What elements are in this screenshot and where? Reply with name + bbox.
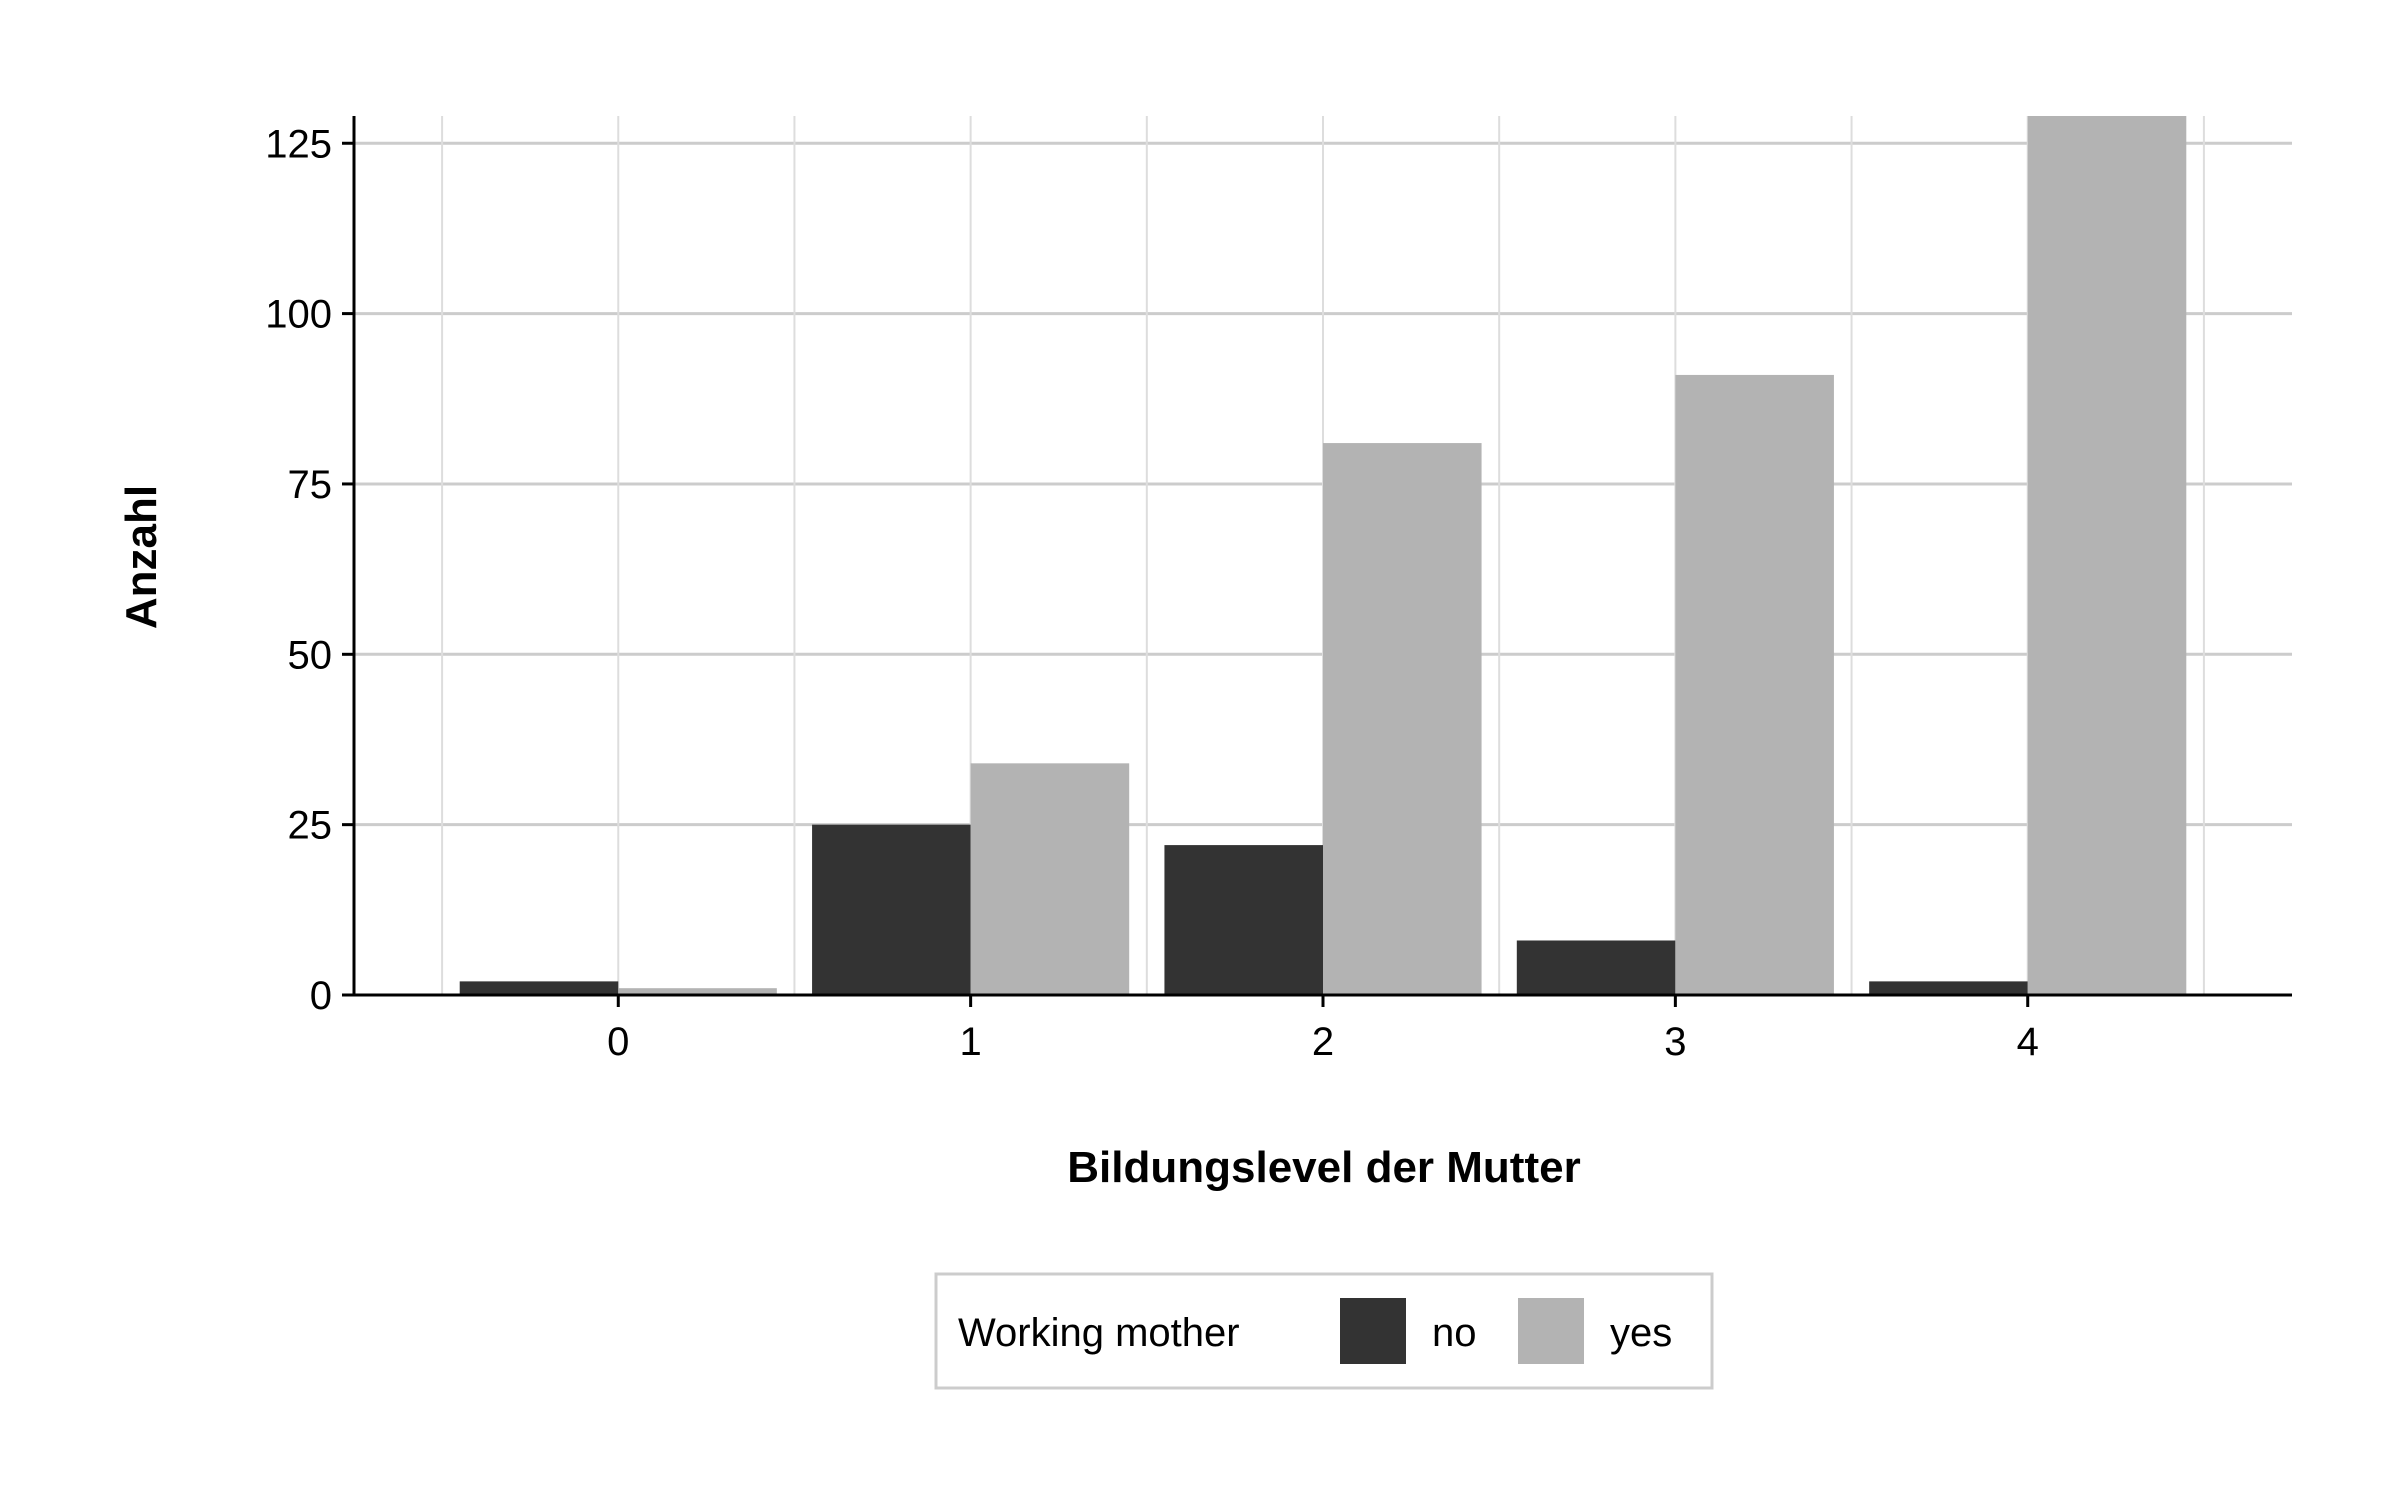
bar-yes-4 (2027, 116, 2187, 995)
bar-no-3 (1516, 940, 1676, 995)
axis-layer: 0 25 50 75 100 125 0 1 2 3 4 (265, 116, 2292, 1064)
y-tick-label: 75 (288, 463, 333, 507)
x-tick-label: 3 (1664, 1020, 1686, 1064)
legend-label-no: no (1432, 1311, 1477, 1355)
bar-no-2 (1164, 845, 1323, 995)
y-axis-title: Anzahl (117, 485, 166, 629)
y-tick-label: 25 (288, 804, 333, 848)
x-tick-label: 1 (960, 1020, 982, 1064)
x-tick-label: 2 (1312, 1020, 1334, 1064)
bar-yes-0 (618, 988, 777, 995)
x-tick-label: 0 (607, 1020, 629, 1064)
bar-yes-3 (1675, 374, 1834, 995)
bar-yes-1 (970, 763, 1130, 995)
bar-yes-2 (1323, 443, 1482, 995)
bar-no-0 (459, 981, 619, 995)
bar-no-4 (1869, 981, 2028, 995)
y-tick-label: 0 (310, 974, 332, 1018)
y-tick-label: 50 (288, 633, 333, 677)
y-tick-label: 100 (265, 293, 332, 337)
legend-label-yes: yes (1610, 1311, 1672, 1355)
legend-title: Working mother (958, 1311, 1240, 1355)
legend-swatch-yes (1518, 1298, 1584, 1364)
x-axis-title: Bildungslevel der Mutter (1067, 1143, 1580, 1192)
bars-layer (459, 116, 2187, 995)
x-tick-label: 4 (2017, 1020, 2039, 1064)
legend: Working mother no yes (934, 1272, 1714, 1390)
y-tick-label: 125 (265, 122, 332, 166)
bar-no-1 (812, 824, 971, 995)
legend-swatch-no (1340, 1298, 1406, 1364)
